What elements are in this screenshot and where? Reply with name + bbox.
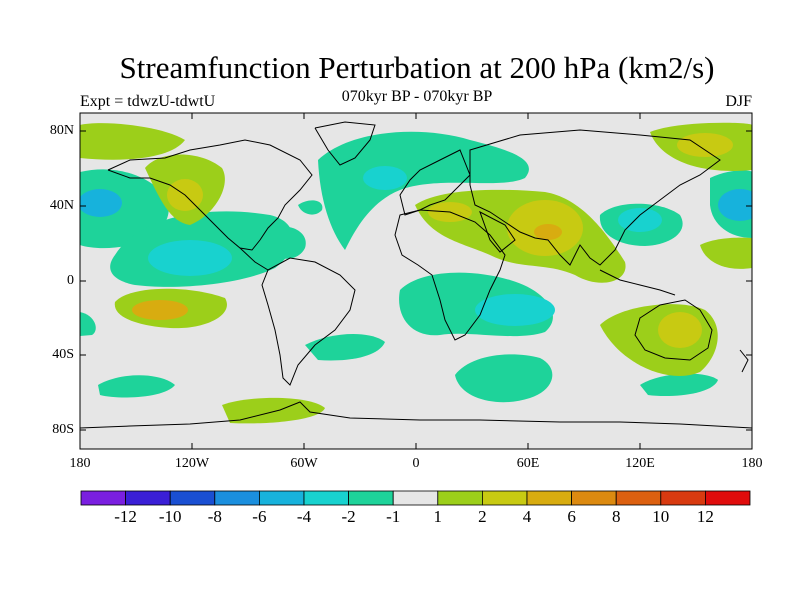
colorbar-label: 6	[552, 507, 592, 527]
colorbar-label: 2	[462, 507, 502, 527]
colorbar-label: 10	[641, 507, 681, 527]
lon-label: 60W	[274, 456, 334, 472]
colorbar-label: 12	[685, 507, 725, 527]
colorbar-swatch	[81, 491, 126, 505]
colorbar-label: 4	[507, 507, 547, 527]
lon-label: 180	[722, 456, 782, 472]
lon-label: 60E	[498, 456, 558, 472]
colorbar-swatch	[304, 491, 349, 505]
lon-label: 120E	[610, 456, 670, 472]
colorbar-swatch	[572, 491, 617, 505]
lat-label: 40N	[34, 198, 74, 214]
lon-label: 120W	[162, 456, 222, 472]
colorbar-label: -6	[239, 507, 279, 527]
contour-pos-south-pacific-core	[132, 300, 188, 320]
colorbar-label: -4	[284, 507, 324, 527]
colorbar-swatch	[170, 491, 215, 505]
colorbar-swatch	[259, 491, 304, 505]
contour-neg-north-pacific-core	[78, 189, 122, 217]
colorbar-label: -8	[195, 507, 235, 527]
lat-label: 0	[34, 273, 74, 289]
colorbar-swatch	[349, 491, 394, 505]
lat-label: 80S	[34, 422, 74, 438]
contour-neg-east-pacific-core	[148, 240, 232, 276]
colorbar-swatch	[527, 491, 572, 505]
colorbar-swatch	[215, 491, 260, 505]
contour-pos-arctic-east-core	[677, 133, 733, 157]
colorbar-swatch	[661, 491, 706, 505]
contour-neg-far-east-core	[718, 189, 762, 221]
colorbar-label: -2	[329, 507, 369, 527]
contour-neg-west-pacific-core	[618, 208, 662, 232]
colorbar-swatch	[705, 491, 750, 505]
colorbar-label: -12	[106, 507, 146, 527]
colorbar	[81, 491, 750, 505]
contour-pos-australia-core	[658, 312, 702, 348]
lon-label: 180	[50, 456, 110, 472]
colorbar-swatch	[616, 491, 661, 505]
colorbar-label: 8	[596, 507, 636, 527]
lat-label: 40S	[34, 347, 74, 363]
colorbar-label: -10	[150, 507, 190, 527]
colorbar-swatch	[393, 491, 438, 505]
lat-label: 80N	[34, 123, 74, 139]
contour-neg-north-atlantic-core	[363, 166, 407, 190]
colorbar-swatch	[438, 491, 483, 505]
contour-pos-asia-max	[534, 224, 562, 240]
colorbar-label: -1	[373, 507, 413, 527]
colorbar-swatch	[482, 491, 527, 505]
colorbar-label: 1	[418, 507, 458, 527]
colorbar-swatch	[126, 491, 171, 505]
lon-label: 0	[386, 456, 446, 472]
